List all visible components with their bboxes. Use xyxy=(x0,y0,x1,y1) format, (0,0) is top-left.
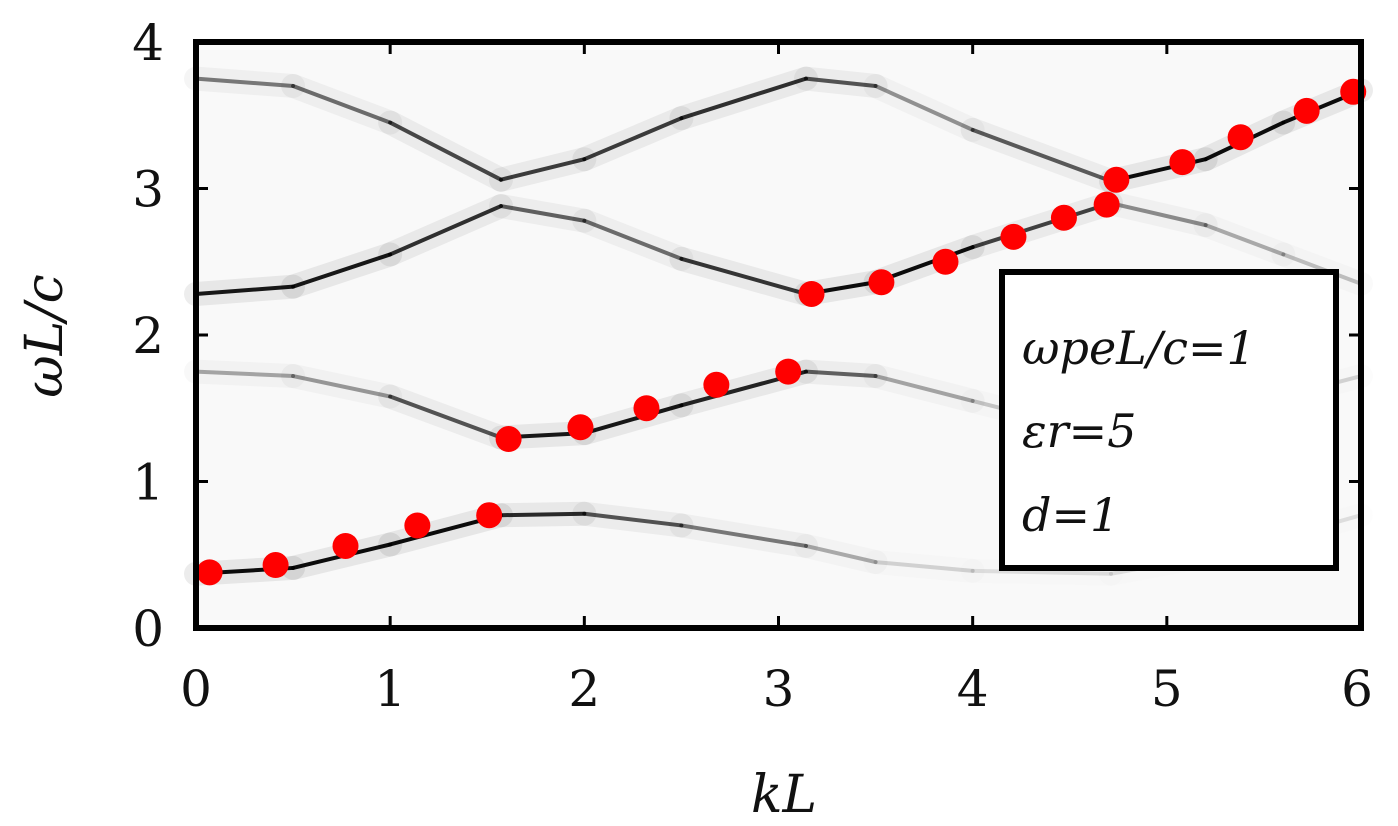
band-3-segment-3 xyxy=(498,157,587,182)
parameter-line-3: d=1 xyxy=(1022,488,1119,542)
x-tick-label: 1 xyxy=(374,660,406,718)
band-3-segment-1 xyxy=(291,83,393,125)
y-axis-label: ωL/c xyxy=(15,274,75,398)
band-1-segment-2 xyxy=(388,394,503,440)
data-point xyxy=(332,532,359,559)
band-2-segment-10 xyxy=(1203,223,1286,257)
x-tick-label: 5 xyxy=(1151,660,1183,718)
band-1-segment-6 xyxy=(803,369,878,379)
x-tick-label: 6 xyxy=(1341,660,1373,718)
band-1-segment-4 xyxy=(582,403,684,436)
band-2-segment-3 xyxy=(498,204,587,223)
parameter-box-frame xyxy=(999,269,1339,571)
band-0-segment-4 xyxy=(582,511,684,528)
y-tick-label: 1 xyxy=(132,454,164,512)
band-1-segment-7 xyxy=(873,374,975,403)
band-1-segment-0 xyxy=(194,369,296,379)
band-3-segment-4 xyxy=(582,116,684,162)
data-point xyxy=(567,414,594,441)
band-2-segment-1 xyxy=(291,252,393,289)
data-point xyxy=(703,371,730,398)
band-0-segment-3 xyxy=(498,511,587,518)
x-axis-label: kL xyxy=(751,765,817,825)
data-point xyxy=(1103,166,1130,193)
band-3-segment-6 xyxy=(803,76,878,88)
parameter-line-1: ωpeL/c=1 xyxy=(1022,321,1256,375)
x-tick-label: 2 xyxy=(568,660,600,718)
parameter-box: ωpeL/c=1 εr=5 d=1 xyxy=(999,269,1339,571)
y-tick-label: 3 xyxy=(132,161,164,219)
band-3-segment-2 xyxy=(388,120,503,182)
data-point xyxy=(798,280,825,307)
band-3-segment-8 xyxy=(970,127,1113,184)
data-point xyxy=(633,395,660,422)
data-point xyxy=(1093,191,1120,218)
data-point xyxy=(262,552,289,579)
band-2-segment-9 xyxy=(1108,201,1208,228)
data-point xyxy=(932,248,959,275)
data-points xyxy=(196,78,1367,586)
band-0-segment-8 xyxy=(970,568,1113,576)
plot-frame xyxy=(193,39,1364,631)
data-point xyxy=(1000,223,1027,250)
data-point xyxy=(1227,124,1254,151)
y-tick-label: 2 xyxy=(132,307,164,365)
band-2-segment-8 xyxy=(970,201,1113,250)
data-point xyxy=(868,269,895,296)
data-point xyxy=(196,559,223,586)
x-tick-label: 3 xyxy=(763,660,795,718)
band-3-segment-7 xyxy=(873,83,975,132)
data-point xyxy=(775,358,802,385)
y-tick-label: 4 xyxy=(132,14,164,72)
data-point xyxy=(495,426,522,453)
data-point xyxy=(476,502,503,529)
x-tick-label: 0 xyxy=(180,660,212,718)
band-0-segment-5 xyxy=(679,523,808,548)
spectral-bands xyxy=(184,66,1373,586)
band-0-segment-7 xyxy=(873,560,975,573)
band-2-segment-4 xyxy=(582,218,684,261)
band-3-segment-5 xyxy=(679,76,808,121)
y-tick-label: 0 xyxy=(132,600,164,658)
parameter-line-2: εr=5 xyxy=(1022,404,1136,458)
data-point xyxy=(1293,97,1320,124)
data-point xyxy=(1169,149,1196,176)
band-0-segment-6 xyxy=(803,543,878,565)
y-tick-labels: 0 1 2 3 4 xyxy=(132,14,164,658)
band-2-segment-5 xyxy=(679,256,808,296)
band-2-segment-0 xyxy=(194,284,296,296)
x-tick-labels: 0 1 2 3 4 5 6 xyxy=(180,660,1373,718)
x-tick-label: 4 xyxy=(957,660,989,718)
band-2-segment-2 xyxy=(388,204,503,257)
data-point xyxy=(1050,204,1077,231)
band-1-segment-1 xyxy=(291,374,393,399)
band-3-segment-0 xyxy=(194,76,296,88)
data-point xyxy=(404,512,431,539)
